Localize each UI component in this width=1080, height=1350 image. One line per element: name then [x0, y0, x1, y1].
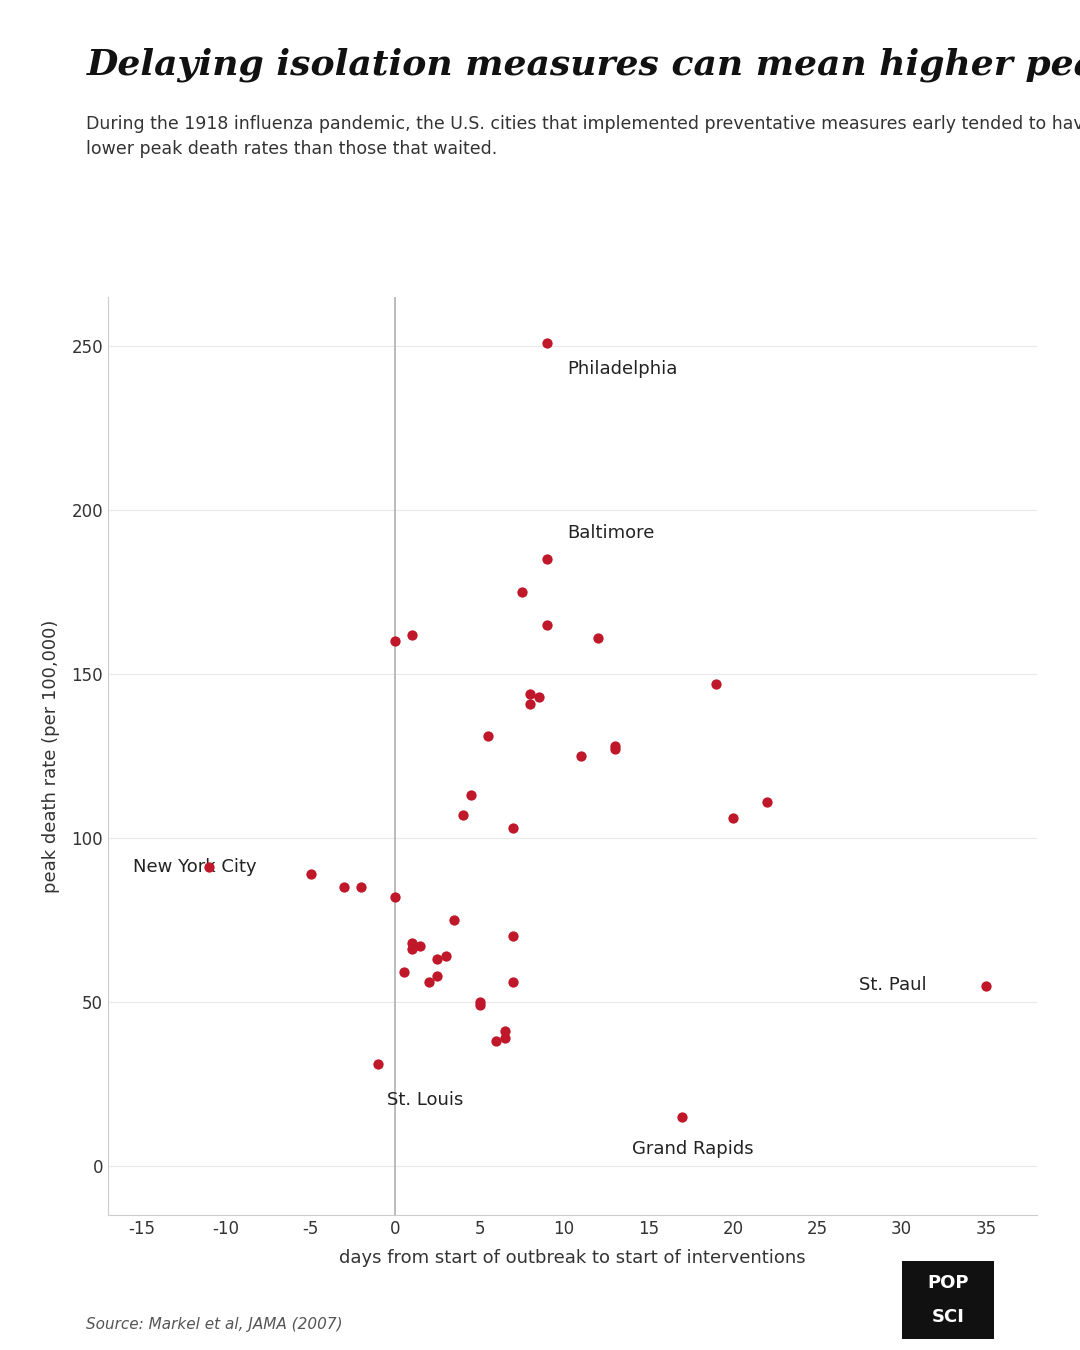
Point [336, 876, 353, 898]
Point [539, 332, 556, 354]
Point [353, 876, 370, 898]
Point [522, 683, 539, 705]
Point [429, 965, 446, 987]
Point [369, 1053, 387, 1075]
Point [522, 693, 539, 714]
Point [496, 1021, 513, 1042]
Text: During the 1918 influenza pandemic, the U.S. cities that implemented preventativ: During the 1918 influenza pandemic, the … [86, 115, 1080, 158]
X-axis label: days from start of outbreak to start of interventions: days from start of outbreak to start of … [339, 1249, 806, 1266]
Point [725, 807, 742, 829]
Text: Delaying isolation measures can mean higher peaks: Delaying isolation measures can mean hig… [86, 47, 1080, 82]
Point [395, 961, 413, 983]
Point [471, 991, 488, 1012]
Point [572, 745, 590, 767]
Point [411, 936, 429, 957]
Y-axis label: peak death rate (per 100,000): peak death rate (per 100,000) [42, 620, 60, 892]
Point [504, 926, 522, 948]
Text: Grand Rapids: Grand Rapids [632, 1141, 753, 1158]
Point [496, 1027, 513, 1049]
Text: Philadelphia: Philadelphia [567, 360, 678, 378]
Point [437, 945, 455, 967]
Text: POP: POP [927, 1274, 969, 1292]
Text: Baltimore: Baltimore [567, 524, 654, 543]
Point [539, 614, 556, 636]
Point [446, 909, 463, 930]
Point [513, 582, 530, 603]
Point [539, 548, 556, 570]
Point [302, 863, 320, 884]
Text: Source: Markel et al, JAMA (2007): Source: Markel et al, JAMA (2007) [86, 1318, 343, 1332]
Point [387, 630, 404, 652]
Text: SCI: SCI [931, 1308, 964, 1326]
Point [589, 628, 606, 649]
Point [488, 1030, 505, 1052]
Point [606, 736, 623, 757]
Point [530, 686, 548, 707]
Point [480, 725, 497, 747]
Point [674, 1106, 691, 1127]
Point [707, 674, 725, 695]
Text: New York City: New York City [133, 859, 257, 876]
Text: St. Paul: St. Paul [860, 976, 927, 995]
Point [403, 938, 420, 960]
Point [454, 805, 471, 826]
Point [420, 972, 437, 994]
Point [504, 817, 522, 838]
Point [387, 886, 404, 907]
Point [201, 857, 218, 879]
Text: St. Louis: St. Louis [387, 1091, 463, 1110]
Point [471, 995, 488, 1017]
Point [429, 949, 446, 971]
Point [504, 972, 522, 994]
Point [758, 791, 775, 813]
Point [462, 784, 480, 806]
Point [403, 624, 420, 645]
Point [977, 975, 995, 996]
Point [403, 931, 420, 953]
Point [606, 738, 623, 760]
